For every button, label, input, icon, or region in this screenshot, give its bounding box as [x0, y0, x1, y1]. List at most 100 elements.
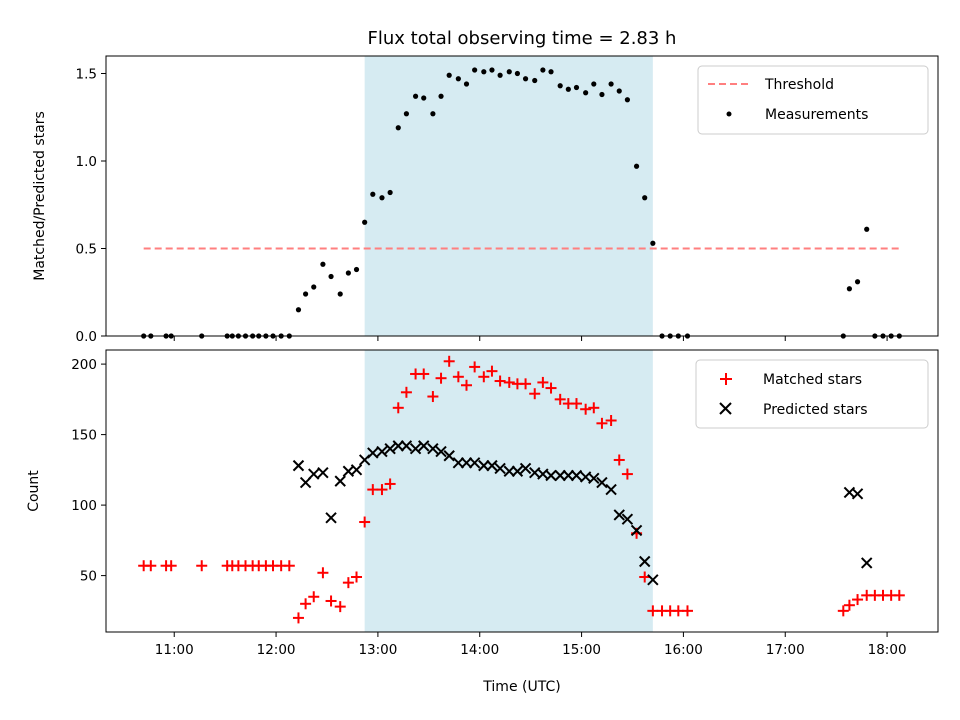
- matched-star-point: [545, 382, 557, 394]
- predicted-star-point: [468, 457, 481, 469]
- matched-star-point: [596, 417, 608, 429]
- measurement-point: [395, 125, 401, 131]
- legend-matched-marker: [720, 373, 732, 385]
- measurement-point: [854, 279, 861, 285]
- matched-star-point: [443, 355, 455, 367]
- matched-star-point: [384, 478, 396, 490]
- predicted-star-point: [350, 464, 363, 476]
- legend-matched-label: Matched stars: [763, 372, 862, 388]
- measurement-point: [573, 84, 580, 91]
- matched-star-point: [317, 567, 329, 579]
- predicted-star-point: [503, 465, 515, 477]
- observing-window-shade: [364, 350, 653, 632]
- matched-star-point: [400, 386, 412, 398]
- x-tick-label: 16:00: [664, 642, 703, 658]
- predicted-star-point: [570, 469, 583, 482]
- legend-predicted-label: Predicted stars: [763, 402, 868, 418]
- measurement-point: [608, 81, 614, 87]
- predicted-star-point: [511, 465, 524, 477]
- measurement-point: [438, 93, 444, 99]
- predicted-star-point: [384, 442, 396, 455]
- matched-star-point: [196, 560, 208, 572]
- matched-star-point: [537, 376, 549, 388]
- y-tick-label: 1.5: [76, 67, 97, 83]
- predicted-star-point: [392, 440, 404, 452]
- matched-star-point: [588, 402, 600, 414]
- count-plot-frame: [105, 349, 939, 633]
- matched-star-point: [418, 368, 430, 380]
- chart-title: Flux total observing time = 2.83 h: [368, 28, 677, 49]
- predicted-star-point: [460, 457, 473, 469]
- x-tick-label: 13:00: [358, 642, 397, 658]
- matched-star-point: [325, 595, 337, 607]
- measurement-point: [522, 76, 529, 82]
- matched-star-point: [494, 375, 506, 387]
- measurement-point: [463, 81, 470, 87]
- x-tick-label: 14:00: [460, 642, 499, 658]
- measurement-point: [565, 86, 571, 92]
- predicted-star-point: [613, 509, 625, 521]
- observing-window-shade: [364, 56, 653, 336]
- measurement-point: [320, 261, 326, 267]
- measurement-point: [624, 97, 631, 103]
- predicted-star-point: [308, 468, 320, 480]
- y-tick-label: 150: [71, 428, 97, 444]
- x-axis-label: Time (UTC): [482, 679, 560, 695]
- measurement-point: [430, 111, 436, 117]
- measurement-point: [642, 195, 648, 201]
- matched-star-point: [529, 388, 541, 400]
- legend-count: Matched stars Predicted stars: [695, 359, 929, 429]
- predicted-star-point: [851, 488, 864, 500]
- matched-star-point: [334, 601, 346, 613]
- measurement-point: [302, 291, 309, 297]
- legend-threshold-label: Threshold: [764, 77, 834, 93]
- y-axis-label-count: Count: [26, 470, 42, 512]
- matched-star-point: [613, 454, 625, 466]
- y-tick-label: 100: [71, 498, 97, 514]
- matched-star-point: [359, 516, 371, 528]
- matched-star-point: [427, 391, 439, 403]
- measurement-point: [548, 69, 554, 75]
- matched-star-point: [165, 560, 177, 572]
- y-tick-label: 0.0: [76, 329, 97, 345]
- legend-predicted-marker: [719, 402, 732, 415]
- measurement-point: [472, 67, 478, 73]
- measurement-point: [370, 191, 376, 197]
- matched-star-point: [605, 415, 617, 426]
- legend-measurements-label: Measurements: [765, 107, 868, 123]
- predicted-star-point: [478, 459, 490, 472]
- x-tick-label: 17:00: [766, 642, 805, 658]
- measurement-point: [379, 195, 385, 201]
- matched-star-point: [843, 599, 855, 611]
- measurement-point: [345, 270, 351, 276]
- matched-star-point: [145, 560, 157, 572]
- measurement-point: [591, 81, 597, 87]
- measurement-point: [328, 273, 334, 280]
- predicted-star-point: [519, 462, 532, 475]
- y-axis-label-ratio: Matched/Predicted stars: [32, 111, 48, 281]
- measurement-point: [387, 189, 393, 196]
- measurement-point: [633, 163, 640, 169]
- measurement-point: [311, 284, 317, 290]
- predicted-star-point: [588, 472, 600, 485]
- measurement-point: [353, 266, 360, 273]
- measurement-point: [616, 88, 622, 94]
- matched-star-point: [893, 589, 905, 601]
- x-tick-label: 12:00: [257, 642, 296, 658]
- series-predicted-stars: [292, 440, 873, 586]
- predicted-star-point: [427, 442, 439, 455]
- matched-star-point: [639, 571, 651, 583]
- x-tick-label: 15:00: [562, 642, 601, 658]
- predicted-star-point: [562, 469, 575, 482]
- predicted-star-point: [596, 476, 608, 489]
- predicted-star-point: [494, 462, 506, 475]
- matched-star-point: [300, 598, 312, 610]
- measurement-point: [455, 76, 461, 82]
- matched-star-point: [469, 361, 481, 373]
- matched-star-point: [503, 376, 515, 388]
- predicted-star-point: [545, 469, 557, 482]
- matched-star-point: [435, 372, 447, 384]
- predicted-star-point: [317, 466, 329, 479]
- ratio-panel: 0.0 0.5 1.0 1.5 Matched/Predicted stars Thr…: [32, 55, 939, 345]
- measurement-point: [403, 111, 410, 117]
